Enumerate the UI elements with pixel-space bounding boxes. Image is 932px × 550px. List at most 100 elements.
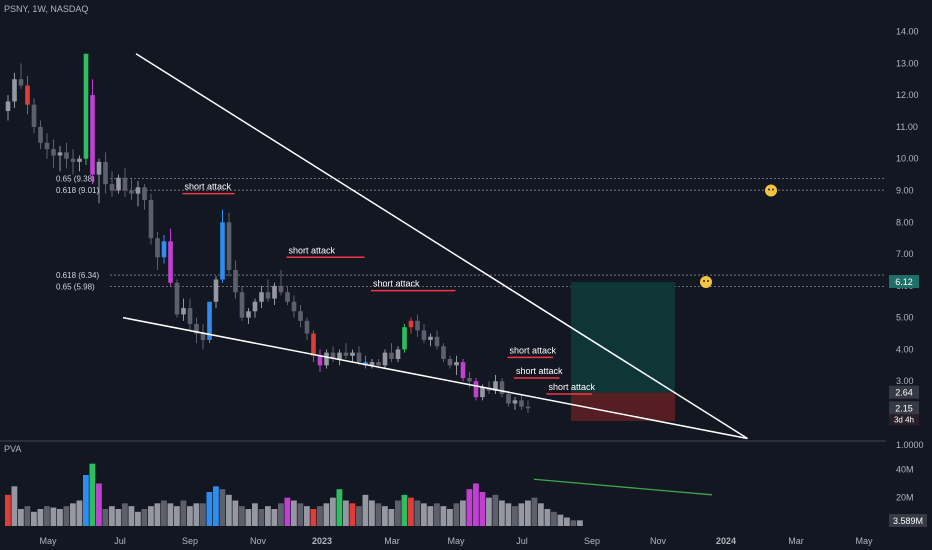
price-tick-label: 12.00 [896,90,919,100]
candle-body [77,158,82,162]
candle-body [519,400,524,407]
volume-last-label: 3.589M [893,516,923,526]
volume-bar [57,509,63,526]
candle-body [103,161,108,185]
volume-bar [427,506,434,526]
short-attack-label: short attack [289,245,336,255]
candle-body [278,285,284,293]
candle-body [363,362,368,366]
candle-body [285,292,290,302]
volume-bar [531,497,538,526]
candle-body [181,308,186,315]
volume-bar [369,500,375,526]
volume-bar [50,507,57,526]
price-tick-label: 14.00 [896,27,919,37]
volume-bar [395,500,401,526]
time-tick-label: Nov [650,536,667,546]
candle-body [64,152,69,159]
candle-body [239,292,245,318]
volume-bar [109,506,115,526]
candle-body [5,101,11,112]
candle-body [350,352,355,356]
volume-bar [460,500,466,526]
volume-bar [492,494,499,526]
volume-bar [408,497,414,526]
candle-body [447,358,453,366]
volume-tick-label: 40M [896,464,914,474]
volume-bar [440,506,447,526]
time-tick-label: Sep [584,536,600,546]
emoji-eye [768,188,770,191]
candle-body [317,355,323,366]
volume-bar [37,509,44,526]
fib-level-label: 0.65 (5.98) [56,283,95,292]
short-attack-label: short attack [373,279,420,289]
candle-body [12,79,17,102]
volume-bar [180,500,187,526]
candle-body [298,311,303,321]
candle-body [233,269,238,293]
volume-bar [258,509,265,526]
volume-bar [401,494,408,526]
volume-bar [5,494,11,526]
volume-bar [154,503,161,526]
candle-body [499,381,505,394]
candle-body [382,352,388,366]
volume-bar [128,506,135,526]
candle-body [259,292,264,302]
volume-bar [577,520,583,526]
candle-body [226,222,232,270]
candle-body [116,177,121,191]
candle-body [90,95,95,175]
volume-bar [479,492,486,526]
volume-bar [557,514,564,526]
candle-body [402,327,407,350]
time-tick-label: 2024 [716,536,736,546]
emoji-marker-icon [765,184,777,197]
short-attack-label: short attack [185,182,232,192]
candle-body [129,190,134,194]
volume-bar [44,506,50,526]
candle-body [376,362,381,366]
candle-body [187,308,193,325]
volume-bar [310,509,317,526]
price-tick-label: 7.00 [896,249,914,259]
emoji-eye [772,188,774,191]
volume-bar [76,500,83,526]
volume-bar [304,506,310,526]
volume-bar [70,503,76,526]
candle-body [109,184,115,191]
price-label-text: 6.12 [895,277,913,287]
volume-bar [161,500,167,526]
volume-bar [122,503,128,526]
short-attack-label: short attack [510,345,557,355]
volume-bar [141,509,148,526]
candle-body [38,126,43,143]
price-label-box [889,401,919,415]
emoji-eye [707,280,709,283]
volume-bar [135,511,141,526]
time-tick-label: Jul [114,536,126,546]
volume-bar [466,489,473,526]
volume-bar [362,494,369,526]
candle-body [142,187,147,201]
price-tick-label: 1.0000 [896,440,924,450]
candle-body [252,301,258,312]
price-label-sub-text: 3d 4h [894,415,914,424]
volume-bar [271,509,278,526]
candle-body [493,381,498,391]
short-attack-label: short attack [516,366,563,376]
volume-bar [96,483,102,526]
candle-body [25,85,30,105]
volume-bar [245,509,252,526]
wedge-trendline [122,316,748,440]
candle-body [512,400,518,404]
volume-bar [284,497,291,526]
candle-body [343,352,349,356]
volume-bar [239,506,245,526]
volume-bar [226,494,232,526]
price-tick-label: 9.00 [896,185,914,195]
volume-bar [570,520,577,526]
volume-bar [518,503,525,526]
